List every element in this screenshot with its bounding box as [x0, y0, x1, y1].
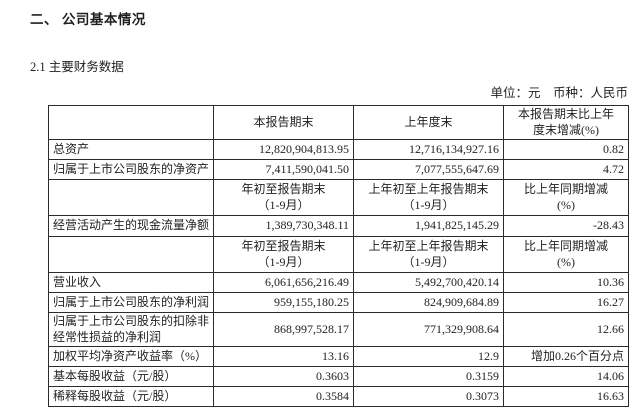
table-row: 经营活动产生的现金流量净额 1,389,730,348.11 1,941,825… — [48, 215, 629, 238]
prior-period-cell: 771,329,908.64 — [353, 312, 504, 348]
prior-period-cell: 0.3159 — [353, 366, 504, 388]
unit-currency-line: 单位：元 币种：人民币 — [490, 86, 628, 100]
row-label-cell: 稀释每股收益（元/股） — [48, 386, 214, 408]
row-label-cell: 营业收入 — [48, 272, 214, 294]
current-period-cell: 1,389,730,348.11 — [213, 215, 354, 238]
current-period-cell: 868,997,528.17 — [213, 312, 354, 348]
change-cell: 4.72 — [503, 159, 629, 181]
table-row: 营业收入 6,061,656,216.49 5,492,700,420.14 1… — [48, 272, 629, 294]
table-header-row: 本报告期末 上年度末 本报告期末比上年 度末增减(%) — [48, 104, 629, 141]
financial-data-table: 本报告期末 上年度末 本报告期末比上年 度末增减(%) 总资产 12,820,9… — [48, 104, 629, 408]
table-row: 基本每股收益（元/股） 0.3603 0.3159 14.06 — [48, 366, 629, 388]
change-cell: 16.27 — [503, 292, 629, 314]
prior-period-cell: 7,077,555,647.69 — [353, 159, 504, 181]
current-period-cell: 13.16 — [213, 346, 354, 368]
table-row: 总资产 12,820,904,813.95 12,716,134,927.16 … — [48, 139, 629, 161]
current-period-cell: 12,820,904,813.95 — [213, 139, 354, 161]
header-label-cell — [48, 104, 214, 141]
change-cell: 12.66 — [503, 312, 629, 348]
prior-period-cell: 1,941,825,145.29 — [353, 215, 504, 238]
change-cell: -28.43 — [503, 215, 629, 238]
row-label-cell: 加权平均净资产收益率（%） — [48, 346, 214, 368]
subheader-prior-cell: 上年初至上年报告期末 （1-9月） — [353, 236, 504, 274]
current-period-cell: 0.3603 — [213, 366, 354, 388]
header-prior-cell: 上年度末 — [353, 104, 504, 141]
prior-period-cell: 12.9 — [353, 346, 504, 368]
row-label-cell: 经营活动产生的现金流量净额 — [48, 215, 214, 238]
table-row: 加权平均净资产收益率（%） 13.16 12.9 增加0.26个百分点 — [48, 346, 629, 368]
table-row: 稀释每股收益（元/股） 0.3584 0.3073 16.63 — [48, 386, 629, 408]
prior-period-cell: 5,492,700,420.14 — [353, 272, 504, 294]
change-cell: 14.06 — [503, 366, 629, 388]
row-label-cell: 总资产 — [48, 139, 214, 161]
row-label-cell — [48, 179, 214, 217]
header-change-cell: 本报告期末比上年 度末增减(%) — [503, 104, 629, 141]
change-cell: 10.36 — [503, 272, 629, 294]
prior-period-cell: 824,909,684.89 — [353, 292, 504, 314]
header-current-cell: 本报告期末 — [213, 104, 354, 141]
current-period-cell: 0.3584 — [213, 386, 354, 408]
section-title: 二、 公司基本情况 — [30, 12, 146, 27]
table-row: 归属于上市公司股东的净利润 959,155,180.25 824,909,684… — [48, 292, 629, 314]
table-subheader-row: 年初至报告期末 （1-9月） 上年初至上年报告期末 （1-9月） 比上年同期增减… — [48, 236, 629, 274]
row-label-cell: 归属于上市公司股东的扣除非经常性损益的净利润 — [48, 312, 214, 348]
subheader-current-cell: 年初至报告期末 （1-9月） — [213, 236, 354, 274]
change-cell: 16.63 — [503, 386, 629, 408]
table-subheader-row: 年初至报告期末 （1-9月） 上年初至上年报告期末 （1-9月） 比上年同期增减… — [48, 179, 629, 217]
current-period-cell: 7,411,590,041.50 — [213, 159, 354, 181]
subheader-change-cell: 比上年同期增减 (%) — [503, 179, 629, 217]
prior-period-cell: 12,716,134,927.16 — [353, 139, 504, 161]
current-period-cell: 6,061,656,216.49 — [213, 272, 354, 294]
change-cell: 增加0.26个百分点 — [503, 346, 629, 368]
subheader-change-cell: 比上年同期增减 (%) — [503, 236, 629, 274]
row-label-cell: 基本每股收益（元/股） — [48, 366, 214, 388]
row-label-cell — [48, 236, 214, 274]
current-period-cell: 959,155,180.25 — [213, 292, 354, 314]
table-row: 归属于上市公司股东的扣除非经常性损益的净利润 868,997,528.17 77… — [48, 312, 629, 348]
subheader-prior-cell: 上年初至上年报告期末 （1-9月） — [353, 179, 504, 217]
subsection-title: 2.1 主要财务数据 — [30, 60, 124, 74]
prior-period-cell: 0.3073 — [353, 386, 504, 408]
table-row: 归属于上市公司股东的净资产 7,411,590,041.50 7,077,555… — [48, 159, 629, 181]
change-cell: 0.82 — [503, 139, 629, 161]
row-label-cell: 归属于上市公司股东的净利润 — [48, 292, 214, 314]
row-label-cell: 归属于上市公司股东的净资产 — [48, 159, 214, 181]
subheader-current-cell: 年初至报告期末 （1-9月） — [213, 179, 354, 217]
